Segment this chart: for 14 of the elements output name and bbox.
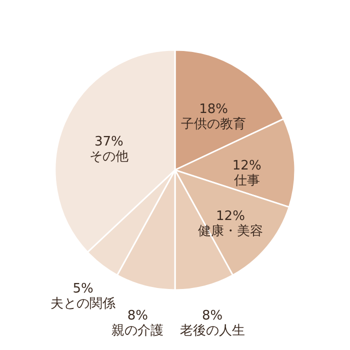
slice-label: その他 [89,149,128,164]
slice-label: 仕事 [232,173,260,188]
data-label: 18% [199,102,228,118]
slice-label: 親の介護 [112,323,164,338]
data-label: 37% [94,134,124,150]
slice-label: 夫との関係 [50,296,116,312]
data-label: 5% [72,282,94,297]
slice-label: 子供の教育 [181,116,246,132]
data-label: 8% [127,308,148,324]
slice-label: 老後の人生 [180,323,245,338]
data-label: 8% [202,308,223,324]
slice-label: 健康・美容 [198,222,263,239]
data-label: 12% [232,158,262,174]
data-label: 12% [216,208,245,224]
